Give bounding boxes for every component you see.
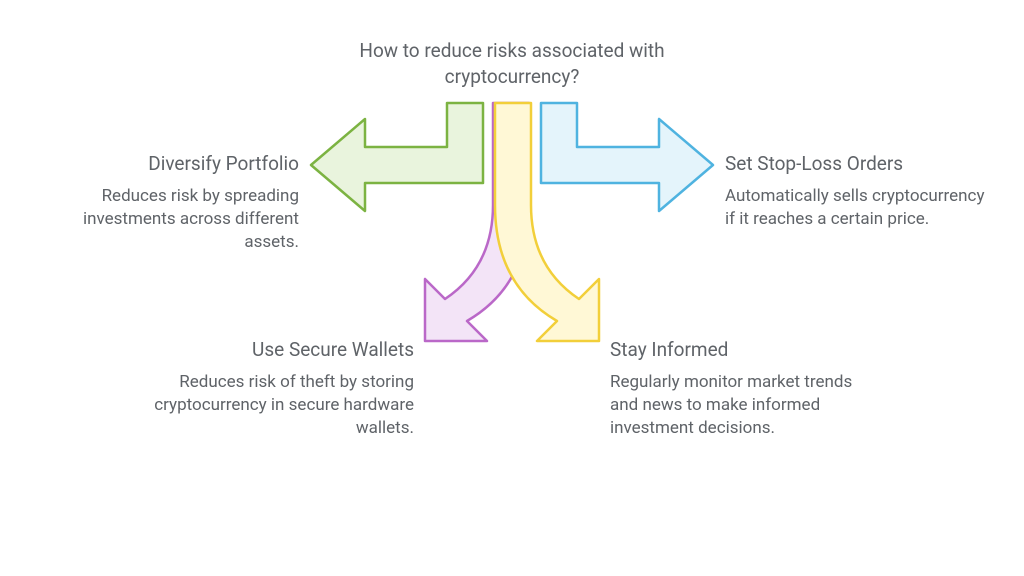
block-stay-informed: Stay Informed Regularly monitor market t…	[610, 338, 870, 440]
block-heading: Diversify Portfolio	[39, 152, 299, 175]
block-desc: Automatically sells cryptocurrency if it…	[725, 185, 985, 231]
arrow-blue	[541, 103, 713, 211]
page-title: How to reduce risks associated with cryp…	[332, 38, 692, 89]
block-desc: Regularly monitor market trends and news…	[610, 371, 870, 440]
arrows-diagram	[297, 95, 727, 345]
block-desc: Reduces risk of theft by storing cryptoc…	[154, 371, 414, 440]
block-diversify: Diversify Portfolio Reduces risk by spre…	[39, 152, 299, 254]
block-heading: Stay Informed	[610, 338, 870, 361]
block-heading: Set Stop-Loss Orders	[725, 152, 985, 175]
block-heading: Use Secure Wallets	[154, 338, 414, 361]
block-stop-loss: Set Stop-Loss Orders Automatically sells…	[725, 152, 985, 231]
arrow-green	[311, 103, 483, 211]
block-secure-wallets: Use Secure Wallets Reduces risk of theft…	[154, 338, 414, 440]
block-desc: Reduces risk by spreading investments ac…	[39, 185, 299, 254]
